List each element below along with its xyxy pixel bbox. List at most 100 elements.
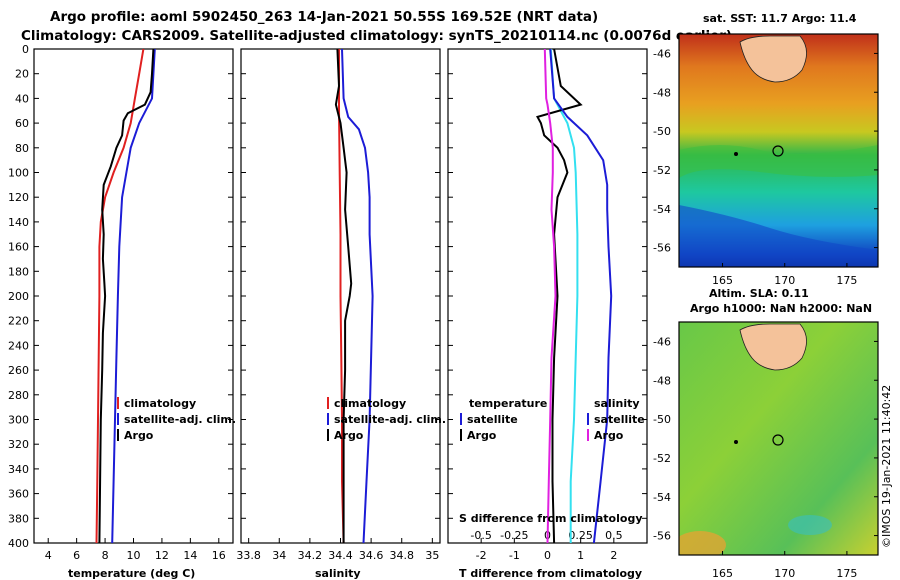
legend-label-s-satellite: satellite [594, 413, 645, 426]
x-tick-label: 34.8 [389, 549, 414, 562]
sst-map-title: sat. SST: 11.7 Argo: 11.4 [703, 12, 857, 25]
x-tick-label: 10 [127, 549, 141, 562]
temperature-panel-frame [33, 48, 234, 544]
map-lon-label: 165 [712, 567, 733, 580]
profile-series [95, 48, 613, 544]
legend-label-climatology: climatology [124, 397, 196, 410]
imos-credit: ©IMOS 19-Jan-2021 11:40:42 [880, 385, 893, 548]
depth-tick-label: 0 [22, 43, 29, 56]
difference-t-argo-line [536, 48, 583, 544]
depth-tick-label: 400 [8, 537, 29, 550]
temperature-legend: climatology satellite-adj. clim. Argo [117, 397, 236, 442]
x-tick-label: 0 [544, 549, 551, 562]
sst-argo-position-marker [772, 145, 784, 157]
legend-swatch-t-argo [460, 429, 462, 441]
depth-tick-label: 160 [8, 241, 29, 254]
legend-swatch-argo [117, 429, 119, 441]
salinity-legend: climatology satellite-adj. clim. Argo [327, 397, 446, 442]
map-lat-label: -46 [653, 335, 671, 348]
x-tick-label: -1 [509, 549, 520, 562]
legend-label-climatology: climatology [334, 397, 406, 410]
depth-tick-label: 220 [8, 315, 29, 328]
map-lon-label: 165 [712, 274, 733, 287]
x-tick-label: -2 [476, 549, 487, 562]
map-lat-label: -46 [653, 47, 671, 60]
difference-s-argo-line [543, 48, 557, 544]
sla-map-title: Altim. SLA: 0.11 [709, 287, 809, 300]
s-diff-tick-label: 0.5 [605, 529, 623, 542]
map-lon-label: 175 [836, 274, 857, 287]
legend-label-t-satellite: satellite [467, 413, 518, 426]
depth-tick-label: 380 [8, 512, 29, 525]
sst-auckland-islands [734, 152, 738, 156]
figure-title-line1: Argo profile: aoml 5902450_263 14-Jan-20… [50, 9, 598, 25]
depth-tick-label: 340 [8, 463, 29, 476]
legend-swatch-t-satellite [460, 413, 462, 425]
depth-tick-label: 300 [8, 414, 29, 427]
t-difference-xlabel: T difference from climatology [459, 567, 642, 580]
legend-title-salinity: salinity [594, 397, 640, 410]
x-tick-label: 2 [610, 549, 617, 562]
depth-tick-label: 280 [8, 389, 29, 402]
legend-swatch-satellite [327, 413, 329, 425]
depth-tick-label: 140 [8, 216, 29, 229]
map-lat-label: -48 [653, 374, 671, 387]
difference-t-satellite-line [549, 48, 579, 543]
legend-title-temperature: temperature [469, 397, 547, 410]
legend-label-argo: Argo [124, 429, 154, 442]
map-axis-ticks: 165 170 175 -46 -48 -50 -52 -54 -56 165 170 175 -46 -… [653, 47, 878, 580]
legend-swatch-s-argo [587, 429, 589, 441]
salinity-satellite-adj-clim--line [341, 48, 374, 544]
depth-tick-label: 260 [8, 364, 29, 377]
map-lat-label: -48 [653, 86, 671, 99]
sla-auckland-islands [734, 440, 738, 444]
map-lat-label: -50 [653, 125, 671, 138]
x-tick-label: 8 [102, 549, 109, 562]
depth-tick-label: 120 [8, 191, 29, 204]
x-tick-label: 34.2 [298, 549, 323, 562]
x-tick-label: 16 [212, 549, 226, 562]
temperature-climatology-line [95, 48, 145, 544]
salinity-xlabel: salinity [315, 567, 361, 580]
depth-tick-label: 80 [15, 142, 29, 155]
temperature-argo-line [98, 48, 155, 544]
figure-title-line2: Climatology: CARS2009. Satellite-adjuste… [21, 28, 732, 44]
difference-s-satellite-line [549, 48, 613, 544]
legend-label-t-argo: Argo [467, 429, 497, 442]
depth-tick-label: 20 [15, 68, 29, 81]
sla-land-south-island [739, 323, 807, 371]
depth-tick-label: 60 [15, 117, 29, 130]
x-tick-label: 12 [155, 549, 169, 562]
legend-swatch-satellite [117, 413, 119, 425]
sst-map-frame [678, 33, 879, 268]
sst-front [679, 145, 878, 178]
legend-swatch-climatology [117, 397, 119, 409]
sst-cold-water [679, 205, 878, 267]
x-tick-label: 34.6 [359, 549, 384, 562]
legend-swatch-argo [327, 429, 329, 441]
s-diff-tick-label: -0.5 [470, 529, 491, 542]
x-tick-label: 34 [272, 549, 286, 562]
sla-argo-position-marker [772, 434, 784, 446]
sla-map-subtitle: Argo h1000: NaN h2000: NaN [690, 302, 872, 315]
legend-label-s-argo: Argo [594, 429, 624, 442]
map-lat-label: -54 [653, 203, 671, 216]
depth-tick-label: 40 [15, 92, 29, 105]
sst-land-south-island [739, 35, 807, 83]
temperature-xlabel: temperature (deg C) [68, 567, 195, 580]
x-tick-label: 34.4 [328, 549, 353, 562]
map-lat-label: -56 [653, 530, 671, 543]
map-lat-label: -56 [653, 242, 671, 255]
x-tick-label: 33.8 [236, 549, 261, 562]
x-tick-label: 4 [45, 549, 52, 562]
depth-tick-label: 240 [8, 339, 29, 352]
temperature-satellite-adj-clim--line [111, 48, 156, 544]
map-lon-label: 170 [774, 567, 795, 580]
sst-map [679, 34, 878, 267]
salinity-argo-line [334, 48, 353, 543]
s-diff-tick-label: -0.25 [500, 529, 528, 542]
legend-label-satellite: satellite-adj. clim. [334, 413, 446, 426]
legend-label-argo: Argo [334, 429, 364, 442]
x-tick-label: 14 [183, 549, 197, 562]
